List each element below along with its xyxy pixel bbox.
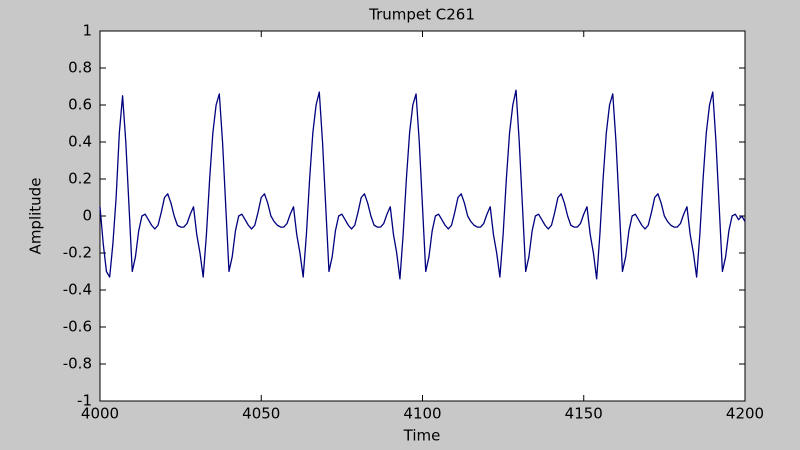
y-tick-label: 0: [82, 207, 92, 225]
y-tick-label: -0.2: [63, 244, 92, 262]
y-tick-label: -1: [77, 392, 92, 410]
y-tick-label: 1: [82, 22, 92, 40]
x-tick-label: 4200: [726, 405, 764, 423]
y-tick-label: -0.6: [63, 318, 92, 336]
x-tick-label: 4150: [565, 405, 603, 423]
y-tick-label: 0.4: [68, 133, 92, 151]
y-tick-label: -0.4: [63, 281, 92, 299]
x-axis-label: Time: [403, 427, 441, 445]
chart-title: Trumpet C261: [368, 6, 475, 24]
y-tick-label: 0.2: [68, 170, 92, 188]
x-tick-label: 4100: [403, 405, 441, 423]
x-tick-label: 4050: [242, 405, 280, 423]
y-tick-label: 0.6: [68, 96, 92, 114]
x-tick-label: 4000: [81, 405, 119, 423]
y-axis-label: Amplitude: [27, 178, 45, 255]
waveform-line: [99, 89, 746, 280]
y-tick-label: -0.8: [63, 355, 92, 373]
y-tick-label: 0.8: [68, 59, 92, 77]
